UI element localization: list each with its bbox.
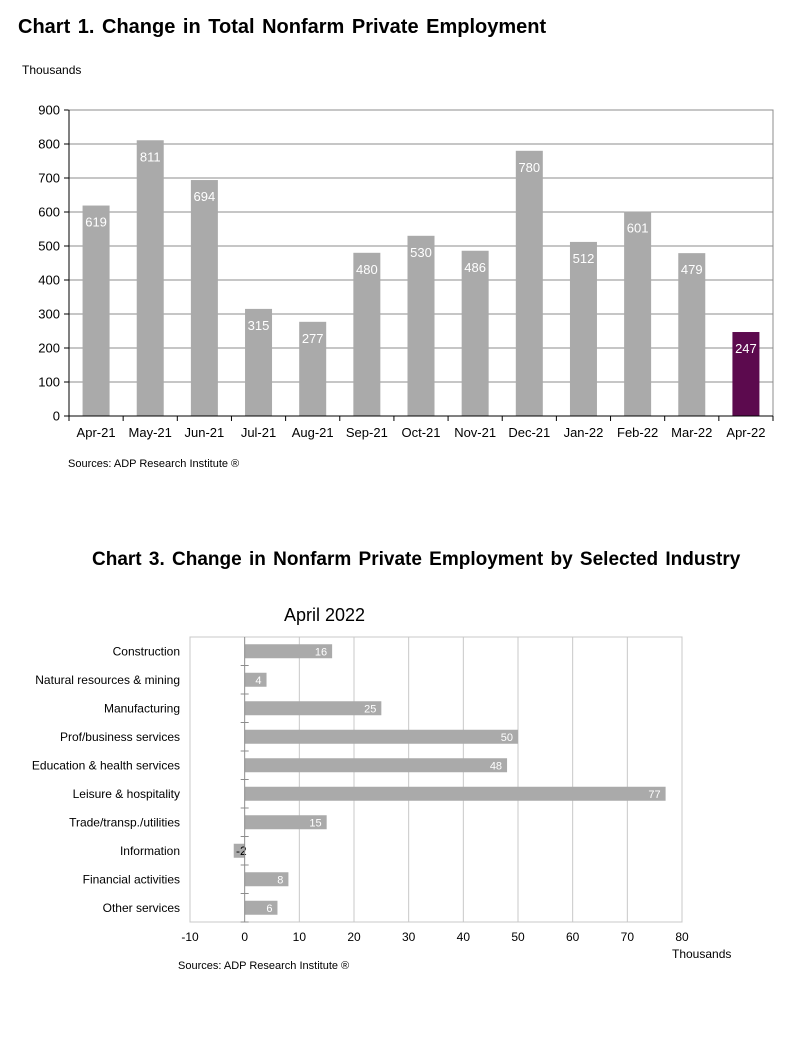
chart3-subtitle: April 2022 bbox=[284, 605, 366, 625]
chart1-x-tick-label: Mar-22 bbox=[671, 425, 712, 440]
chart1-data-label: 811 bbox=[140, 149, 161, 164]
chart3-category-label: Other services bbox=[103, 901, 180, 915]
chart3-x-axis-label: Thousands bbox=[672, 947, 732, 961]
chart1-y-tick-label: 100 bbox=[38, 375, 60, 390]
chart1-y-tick-label: 300 bbox=[38, 307, 60, 322]
chart1-data-label: 619 bbox=[85, 215, 107, 230]
chart3-plot: -10 0 10 20 30 40 50 60 70 80 16 Construction 4 Natur… bbox=[32, 636, 689, 944]
chart1-bar bbox=[353, 252, 381, 416]
chart3-x-tick-label: 80 bbox=[675, 930, 689, 944]
chart3-category-label: Construction bbox=[113, 644, 180, 658]
chart3-data-label: 25 bbox=[364, 703, 376, 715]
chart3-category-label: Education & health services bbox=[32, 758, 180, 772]
chart3-x-tick-label: -10 bbox=[181, 930, 199, 944]
chart1-bar bbox=[299, 321, 327, 416]
chart1-plot: 0 100 200 300 400 500 600 700 800 900 619 Apr-21 811… bbox=[38, 103, 774, 440]
chart1-bar bbox=[190, 180, 218, 416]
chart3-data-label: 48 bbox=[490, 760, 502, 772]
chart1-x-tick-label: Jan-22 bbox=[564, 425, 604, 440]
chart3-x-tick-label: 60 bbox=[566, 930, 580, 944]
chart3-category-label: Financial activities bbox=[83, 872, 180, 886]
chart1-bar bbox=[407, 235, 435, 416]
chart3-data-label: 77 bbox=[648, 789, 660, 801]
chart1-bar bbox=[461, 250, 489, 416]
chart3-data-label: 50 bbox=[501, 732, 513, 744]
chart3-category-label: Information bbox=[120, 844, 180, 858]
chart3-data-label: 6 bbox=[266, 903, 272, 915]
chart3-data-label: 8 bbox=[277, 874, 283, 886]
chart3-bar bbox=[244, 815, 327, 830]
chart1-y-axis-label: Thousands bbox=[22, 63, 82, 77]
chart1-bar bbox=[515, 150, 543, 417]
chart3-plot-frame bbox=[189, 636, 683, 923]
chart1-data-label: 694 bbox=[194, 189, 216, 204]
chart3-category-label: Manufacturing bbox=[104, 701, 180, 715]
chart3-bar bbox=[244, 786, 666, 801]
chart1-data-label: 486 bbox=[464, 260, 486, 275]
chart1-data-label: 247 bbox=[735, 341, 757, 356]
chart3-data-label: 16 bbox=[315, 646, 327, 658]
chart1-x-tick-label: Apr-21 bbox=[77, 425, 116, 440]
chart1-x-tick-label: Aug-21 bbox=[292, 425, 334, 440]
chart1-x-tick-label: May-21 bbox=[129, 425, 172, 440]
chart1-y-tick-label: 500 bbox=[38, 239, 60, 254]
chart1-bar bbox=[136, 140, 164, 416]
chart3-data-label: -2 bbox=[236, 844, 247, 858]
chart3-category-label: Leisure & hospitality bbox=[73, 787, 180, 801]
chart1-data-label: 315 bbox=[248, 318, 270, 333]
chart3-bar bbox=[244, 758, 508, 773]
chart1-x-tick-label: Jul-21 bbox=[241, 425, 276, 440]
chart1-bar bbox=[82, 205, 110, 416]
chart3-x-tick-label: 50 bbox=[511, 930, 525, 944]
chart1-y-tick-label: 400 bbox=[38, 273, 60, 288]
chart3-source-note: Sources: ADP Research Institute ® bbox=[178, 960, 350, 972]
chart3-bar bbox=[233, 843, 245, 858]
chart3-bar bbox=[244, 900, 278, 915]
chart1-data-label: 479 bbox=[681, 262, 703, 277]
chart1-data-label: 780 bbox=[518, 160, 540, 175]
chart1-bar bbox=[569, 241, 597, 416]
chart1-y-tick-label: 0 bbox=[53, 409, 60, 424]
chart3-category-label: Trade/transp./utilities bbox=[69, 815, 180, 829]
chart1-data-label: 512 bbox=[573, 251, 595, 266]
chart1-data-label: 530 bbox=[410, 245, 432, 260]
chart3-x-tick-label: 40 bbox=[457, 930, 471, 944]
chart3-x-tick-label: 30 bbox=[402, 930, 416, 944]
chart1-y-tick-label: 800 bbox=[38, 137, 60, 152]
chart1-x-tick-label: Dec-21 bbox=[508, 425, 550, 440]
chart3-bar bbox=[244, 729, 518, 744]
chart1-x-tick-label: Nov-21 bbox=[454, 425, 496, 440]
chart3-x-tick-label: 70 bbox=[621, 930, 635, 944]
chart3-x-tick-label: 10 bbox=[293, 930, 307, 944]
chart1-x-tick-label: Oct-21 bbox=[401, 425, 440, 440]
chart3-data-label: 15 bbox=[309, 817, 321, 829]
chart3-x-tick-label: 0 bbox=[241, 930, 248, 944]
chart1-y-tick-label: 600 bbox=[38, 205, 60, 220]
chart1-title: Chart 1. Change in Total Nonfarm Private… bbox=[18, 16, 547, 38]
chart3-category-label: Natural resources & mining bbox=[35, 673, 180, 687]
chart1-x-tick-label: Feb-22 bbox=[617, 425, 658, 440]
chart1-x-tick-label: Apr-22 bbox=[726, 425, 765, 440]
chart1-data-label: 277 bbox=[302, 331, 324, 346]
chart1-y-tick-label: 900 bbox=[38, 103, 60, 118]
chart1-bar bbox=[732, 332, 760, 416]
chart3-data-label: 4 bbox=[255, 675, 261, 687]
chart1-x-tick-label: Sep-21 bbox=[346, 425, 388, 440]
chart3-bar bbox=[244, 672, 267, 687]
chart1-data-label: 601 bbox=[627, 221, 649, 236]
chart1-bar bbox=[245, 308, 273, 416]
chart1-bar bbox=[678, 253, 706, 416]
chart3-bar bbox=[244, 644, 333, 659]
chart3-x-tick-label: 20 bbox=[347, 930, 361, 944]
chart1-y-tick-label: 700 bbox=[38, 171, 60, 186]
chart3-bar bbox=[244, 872, 289, 887]
chart3-category-label: Prof/business services bbox=[60, 730, 180, 744]
chart1-data-label: 480 bbox=[356, 262, 378, 277]
chart1-y-tick-label: 200 bbox=[38, 341, 60, 356]
chart3-bar bbox=[244, 701, 382, 716]
chart3-title: Chart 3. Change in Nonfarm Private Emplo… bbox=[92, 549, 741, 570]
chart1-x-tick-label: Jun-21 bbox=[185, 425, 225, 440]
chart1-source-note: Sources: ADP Research Institute ® bbox=[68, 458, 240, 470]
chart1-bar bbox=[624, 211, 652, 416]
